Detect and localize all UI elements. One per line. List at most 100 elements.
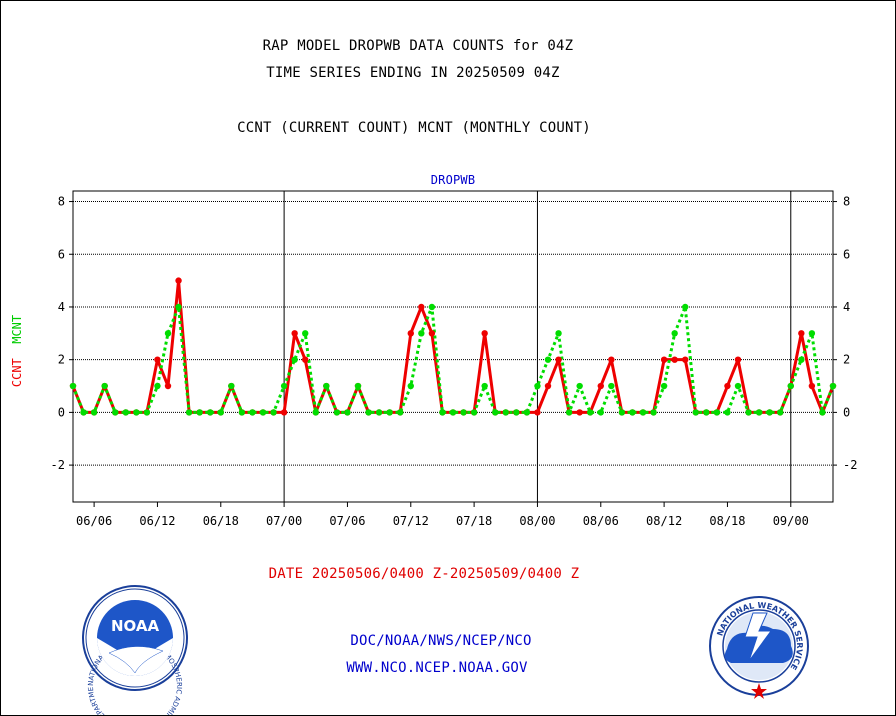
data-point-mcnt <box>692 409 699 416</box>
y-axis-ticks: -2 -2 0 0 2 2 4 4 6 6 8 8 <box>51 195 858 473</box>
data-point-mcnt <box>787 382 794 390</box>
data-point-mcnt <box>470 409 478 416</box>
data-point-ccnt <box>481 330 488 337</box>
y-tick-label-left: 4 <box>58 300 65 314</box>
data-point-ccnt <box>534 409 541 416</box>
plot-area-border <box>72 190 834 503</box>
data-point-mcnt <box>323 382 330 390</box>
data-point-mcnt <box>154 382 161 390</box>
series-points <box>69 277 837 416</box>
data-point-mcnt <box>175 303 182 311</box>
data-point-mcnt <box>481 382 488 390</box>
y-tick-label-left: 8 <box>58 195 65 209</box>
data-point-mcnt <box>544 356 552 363</box>
data-point-mcnt <box>333 409 341 416</box>
data-point-mcnt <box>439 409 446 416</box>
data-point-mcnt <box>755 409 763 416</box>
y-tick-label-left: -2 <box>51 458 65 472</box>
legend-description: CCNT (CURRENT COUNT) MCNT (MONTHLY COUNT… <box>237 120 591 136</box>
grid-lines <box>73 201 833 466</box>
credit-line-2: WWW.NCO.NCEP.NOAA.GOV <box>346 660 528 676</box>
x-tick-label: 07/00 <box>266 514 302 528</box>
data-point-mcnt <box>259 409 267 416</box>
date-range: DATE 20250506/0400 Z-20250509/0400 Z <box>268 566 580 582</box>
data-point-ccnt <box>154 356 161 363</box>
data-point-mcnt <box>777 409 784 416</box>
data-point-mcnt <box>798 356 805 363</box>
data-point-mcnt <box>808 330 816 337</box>
y-tick-label-right: -2 <box>843 458 857 472</box>
data-point-mcnt <box>492 409 499 416</box>
panel-title: DROPWB <box>430 173 476 187</box>
data-point-mcnt <box>555 330 562 337</box>
data-point-mcnt <box>217 409 224 416</box>
data-point-mcnt <box>597 409 604 416</box>
x-axis-ticks: 06/06 06/12 06/18 07/00 07/06 07/12 07/18 08/00… <box>76 502 809 528</box>
data-point-mcnt <box>207 409 214 416</box>
data-point-mcnt <box>745 409 752 416</box>
data-point-ccnt <box>597 382 604 390</box>
data-point-ccnt <box>428 330 436 337</box>
x-tick-label: 06/18 <box>203 514 239 528</box>
y-tick-label-right: 2 <box>843 353 850 367</box>
data-point-ccnt <box>544 382 552 390</box>
data-point-mcnt <box>249 409 256 416</box>
data-point-ccnt <box>418 303 425 311</box>
data-point-mcnt <box>238 409 246 416</box>
data-point-mcnt <box>671 330 678 337</box>
data-point-mcnt <box>819 409 826 416</box>
credit-line-1: DOC/NOAA/NWS/NCEP/NCO <box>350 633 532 649</box>
data-point-mcnt <box>618 409 626 416</box>
y-tick-label-left: 0 <box>58 405 65 419</box>
data-point-mcnt <box>80 409 87 416</box>
data-point-mcnt <box>502 409 509 416</box>
x-tick-label: 07/06 <box>329 514 365 528</box>
data-point-mcnt <box>365 409 372 416</box>
data-point-mcnt <box>69 382 77 390</box>
data-point-ccnt <box>302 356 309 363</box>
data-point-mcnt <box>513 409 520 416</box>
data-point-mcnt <box>724 409 731 416</box>
data-point-mcnt <box>703 409 710 416</box>
series-lines <box>71 279 835 414</box>
data-point-ccnt <box>291 330 298 337</box>
data-point-mcnt <box>280 382 288 390</box>
data-point-mcnt <box>576 382 583 390</box>
data-point-ccnt <box>671 356 678 363</box>
data-point-ccnt <box>808 382 816 390</box>
data-point-ccnt <box>798 330 805 337</box>
data-point-mcnt <box>143 409 151 416</box>
data-point-mcnt <box>608 382 615 390</box>
data-point-mcnt <box>133 409 140 416</box>
data-point-mcnt <box>344 409 351 416</box>
data-point-ccnt <box>280 409 288 416</box>
x-tick-label: 08/18 <box>709 514 745 528</box>
data-point-mcnt <box>523 409 531 416</box>
data-point-mcnt <box>185 409 193 416</box>
data-point-mcnt <box>90 409 98 416</box>
data-point-ccnt <box>660 356 668 363</box>
y-tick-label-right: 6 <box>843 247 850 261</box>
data-point-mcnt <box>270 409 277 416</box>
x-tick-label: 08/12 <box>646 514 682 528</box>
data-point-mcnt <box>196 409 203 416</box>
data-point-mcnt <box>164 330 172 337</box>
y-tick-label-left: 2 <box>58 353 65 367</box>
data-point-mcnt <box>428 303 436 311</box>
data-point-mcnt <box>101 382 108 390</box>
data-point-mcnt <box>418 330 425 337</box>
data-point-ccnt <box>164 382 172 390</box>
data-point-mcnt <box>122 409 129 416</box>
data-point-ccnt <box>576 409 583 416</box>
data-point-mcnt <box>112 409 119 416</box>
data-point-ccnt <box>724 382 731 390</box>
data-point-mcnt <box>534 382 541 390</box>
x-tick-label: 08/06 <box>583 514 619 528</box>
data-point-ccnt <box>407 330 414 337</box>
data-point-mcnt <box>460 409 467 416</box>
x-tick-label: 07/18 <box>456 514 492 528</box>
data-point-ccnt <box>734 356 742 363</box>
day-boundaries <box>283 191 792 502</box>
y-tick-label-right: 0 <box>843 405 850 419</box>
